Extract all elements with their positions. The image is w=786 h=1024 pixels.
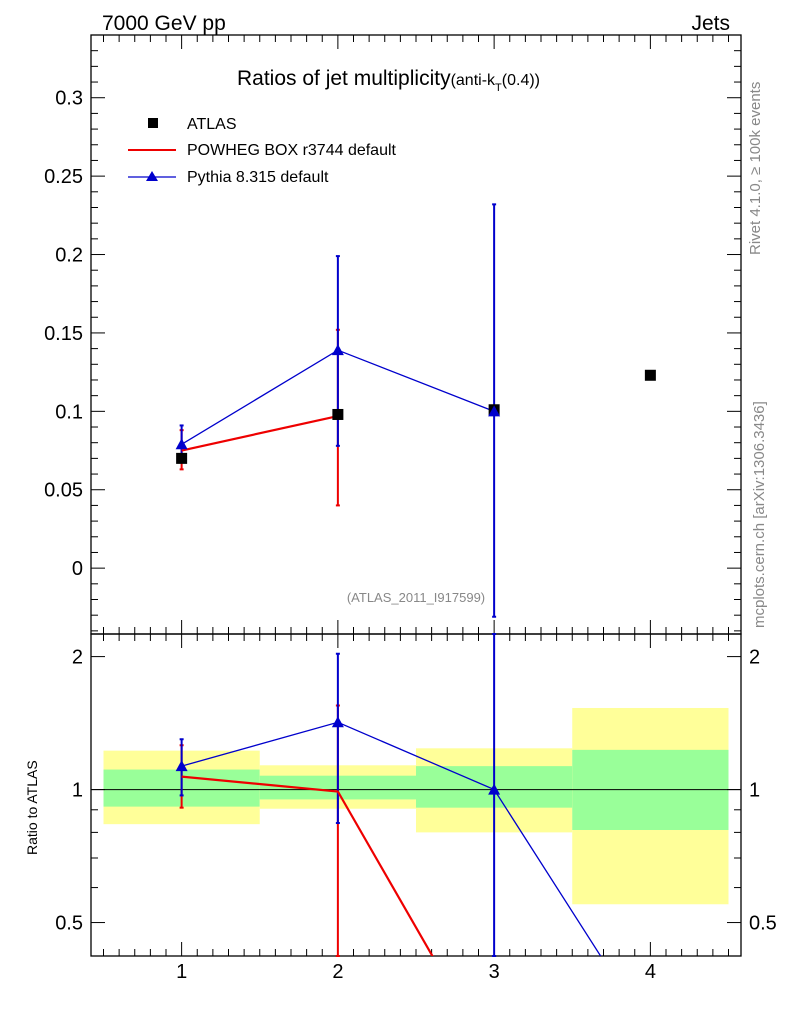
mcplots-label: mcplots.cern.ch [arXiv:1306.3436] [751,401,768,628]
main-ytick-label: 0.15 [44,323,83,345]
ratio-ytick-label-right: 2 [749,647,760,669]
legend-powheg-label: POWHEG BOX r3744 default [187,142,397,159]
legend: ATLAS POWHEG BOX r3744 default Pythia 8.… [128,116,397,186]
main-ytick-label: 0.1 [55,401,83,423]
ratio-ylabel: Ratio to ATLAS [24,760,40,855]
header-right: Jets [691,12,730,35]
plot-title-close: (0.4)) [502,72,540,89]
main-atlas-point [176,452,188,464]
header-left: 7000 GeV pp [102,12,226,35]
plot-title-main: Ratios of jet multiplicity [237,67,451,90]
main-ytick-label: 0.05 [44,480,83,502]
ratio-ytick-label: 2 [72,647,83,669]
legend-atlas-marker [148,118,158,128]
main-ytick-label: 0 [72,558,83,580]
ratio-xtick-label: 1 [176,961,187,983]
main-panel: 0 0.05 0.1 0.15 0.2 0.25 0.3 [44,34,742,635]
watermark: (ATLAS_2011_I917599) [347,590,485,605]
ratio-xtick-label: 4 [645,961,656,983]
legend-atlas-label: ATLAS [187,116,237,133]
main-pythia-point [175,438,188,450]
ratio-ytick-label: 0.5 [55,913,83,935]
ratio-powheg-line [181,775,434,956]
legend-pythia-marker [146,171,158,181]
ratio-pythia-point [488,783,501,795]
ratio-ytick-label-right: 1 [749,780,760,802]
ratio-ytick-label-right: 0.5 [749,913,777,935]
ratio-ytick-label: 1 [72,780,83,802]
rivet-label: Rivet 4.1.0, ≥ 100k events [747,82,764,255]
plot-title-paren: (anti-k [451,72,496,89]
ratio-xtick-label: 3 [489,961,500,983]
plot-title: Ratios of jet multiplicity(anti-kT(0.4)) [237,67,540,94]
main-ytick-label: 0.25 [44,166,83,188]
main-ytick-label: 0.3 [55,88,83,110]
ratio-panel: 1 2 3 4 0.5 0.5 1 1 2 2 [55,633,777,983]
main-atlas-point [644,369,656,381]
plot-title-sub: T [495,82,502,94]
main-pythia-point [488,405,501,417]
ratio-pythia-point [175,760,188,772]
main-atlas-point [332,408,344,420]
ratio-pythia-line [181,721,602,956]
ratio-pythia-point [331,716,344,728]
main-ytick-label: 0.2 [55,245,83,267]
ratio-xtick-label: 2 [332,961,343,983]
main-powheg-line [181,414,339,452]
main-pythia-point [331,344,344,356]
legend-pythia-label: Pythia 8.315 default [187,169,329,186]
